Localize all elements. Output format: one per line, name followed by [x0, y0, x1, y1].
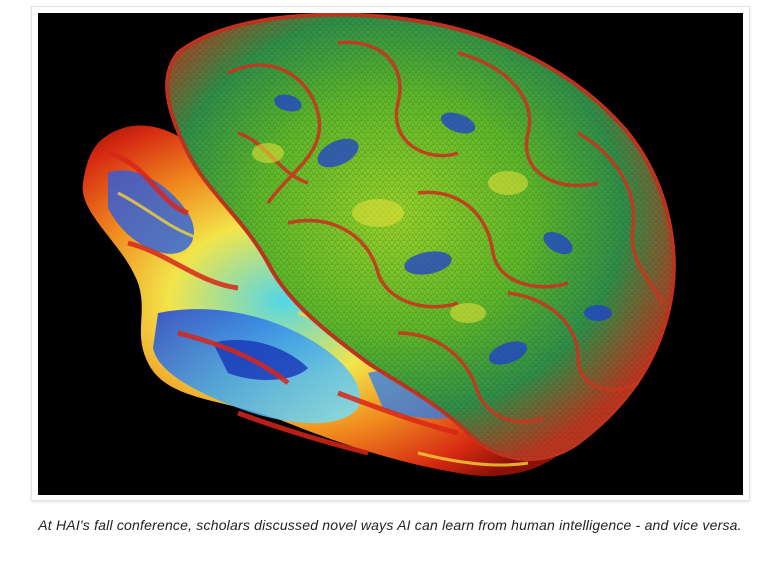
brain-surface-visualization-icon: [38, 13, 743, 495]
figure-caption: At HAI's fall conference, scholars discu…: [38, 517, 742, 533]
figure-card: [31, 6, 750, 501]
